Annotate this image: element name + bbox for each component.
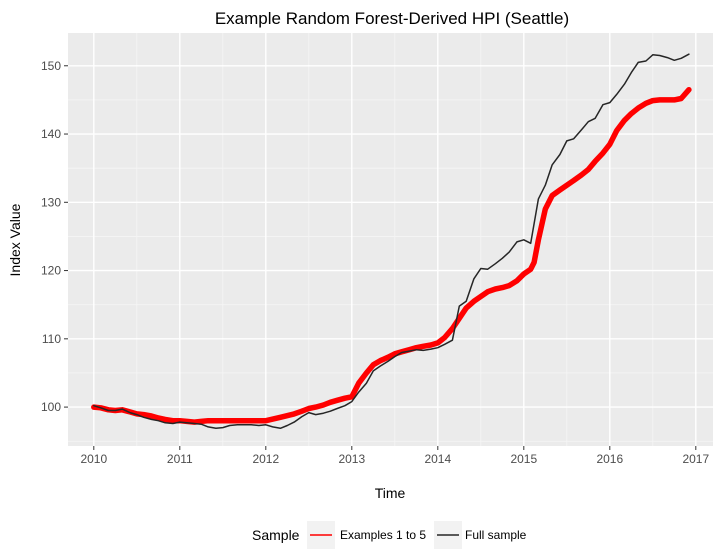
chart-title: Example Random Forest-Derived HPI (Seatt…: [215, 9, 569, 28]
y-axis: 100 110 120 130 140 150: [41, 59, 68, 414]
plot-panel: [68, 33, 713, 446]
y-axis-title: Index Value: [7, 203, 23, 276]
y-tick-label: 130: [41, 195, 61, 209]
series-line-1: [91, 86, 692, 425]
y-tick-label: 120: [41, 264, 61, 278]
legend: Sample Examples 1 to 5 Full sample: [252, 521, 527, 549]
y-tick-label: 140: [41, 127, 61, 141]
x-tick-label: 2012: [252, 452, 279, 466]
x-tick-label: 2013: [338, 452, 365, 466]
x-tick-label: 2017: [682, 452, 709, 466]
x-tick-label: 2014: [424, 452, 451, 466]
x-tick-label: 2015: [510, 452, 537, 466]
major-gridlines: [68, 33, 713, 446]
y-tick-label: 150: [41, 59, 61, 73]
y-tick-label: 110: [42, 332, 61, 346]
x-axis: 2010 2011 2012 2013 2014 2015 2016 2017: [80, 446, 709, 466]
x-tick-label: 2010: [80, 452, 107, 466]
legend-title: Sample: [252, 527, 300, 543]
legend-label-1: Examples 1 to 5: [340, 528, 426, 542]
series-line-2: [93, 53, 690, 430]
x-tick-label: 2011: [167, 452, 193, 466]
minor-gridlines: [68, 33, 713, 446]
y-tick-label: 100: [41, 400, 61, 414]
series-lines: [91, 53, 692, 430]
x-axis-title: Time: [375, 485, 406, 501]
legend-label-2: Full sample: [465, 528, 527, 542]
x-tick-label: 2016: [596, 452, 623, 466]
